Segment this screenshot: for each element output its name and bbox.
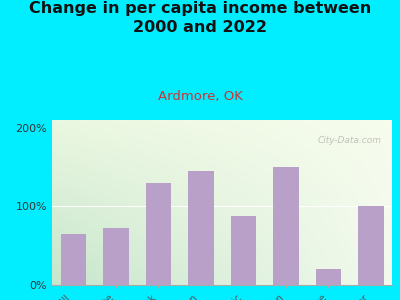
Bar bbox=[358, 206, 384, 285]
Bar bbox=[60, 234, 86, 285]
Bar bbox=[103, 228, 128, 285]
Bar bbox=[188, 171, 214, 285]
Bar bbox=[316, 269, 341, 285]
Text: Change in per capita income between
2000 and 2022: Change in per capita income between 2000… bbox=[29, 2, 371, 35]
Text: Ardmore, OK: Ardmore, OK bbox=[158, 90, 242, 103]
Text: City-Data.com: City-Data.com bbox=[318, 136, 382, 146]
Bar bbox=[146, 183, 171, 285]
Bar bbox=[273, 167, 298, 285]
Bar bbox=[230, 216, 256, 285]
